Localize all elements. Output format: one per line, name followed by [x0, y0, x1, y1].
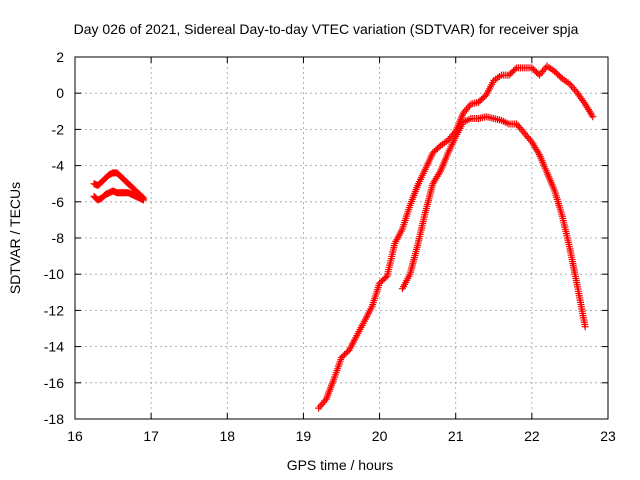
- data-point: [481, 92, 489, 100]
- y-tick-label: -10: [44, 266, 64, 282]
- y-tick-label: -14: [44, 339, 64, 355]
- x-tick-label: 16: [67, 428, 83, 444]
- x-tick-label: 19: [296, 428, 312, 444]
- series-arc-3: [398, 113, 589, 331]
- grid: [75, 57, 608, 419]
- data-point: [382, 273, 390, 281]
- data-point: [344, 348, 352, 356]
- x-tick-label: 22: [524, 428, 540, 444]
- x-tick-labels: 16 17 18 19 20 21 22 23: [67, 428, 616, 444]
- y-tick-label: -16: [44, 375, 64, 391]
- y-tick-labels: -18 -16 -14 -12 -10 -8 -6 -4 -2 0 2: [44, 49, 64, 427]
- y-tick-label: -6: [52, 194, 65, 210]
- series-arc-2: [315, 62, 597, 412]
- y-tick-label: -12: [44, 302, 64, 318]
- data-point: [581, 323, 589, 331]
- y-axis-label: SDTVAR / TECUs: [7, 182, 23, 294]
- chart-title: Day 026 of 2021, Sidereal Day-to-day VTE…: [74, 21, 579, 37]
- y-tick-label: -2: [52, 121, 65, 137]
- axis-ticks: [74, 56, 609, 420]
- y-tick-label: 2: [56, 49, 64, 65]
- y-tick-label: -18: [44, 411, 64, 427]
- x-tick-label: 17: [143, 428, 159, 444]
- y-tick-label: -8: [52, 230, 65, 246]
- x-tick-label: 20: [372, 428, 388, 444]
- y-tick-label: -4: [52, 158, 65, 174]
- x-tick-label: 18: [219, 428, 235, 444]
- data-point: [589, 113, 597, 121]
- x-tick-label: 23: [600, 428, 616, 444]
- data-markers: [90, 62, 597, 412]
- y-tick-label: 0: [56, 85, 64, 101]
- data-point: [140, 196, 148, 204]
- x-axis-label: GPS time / hours: [287, 457, 394, 473]
- data-point: [511, 65, 519, 73]
- x-tick-label: 21: [448, 428, 464, 444]
- series-arc-1-lower: [90, 187, 148, 204]
